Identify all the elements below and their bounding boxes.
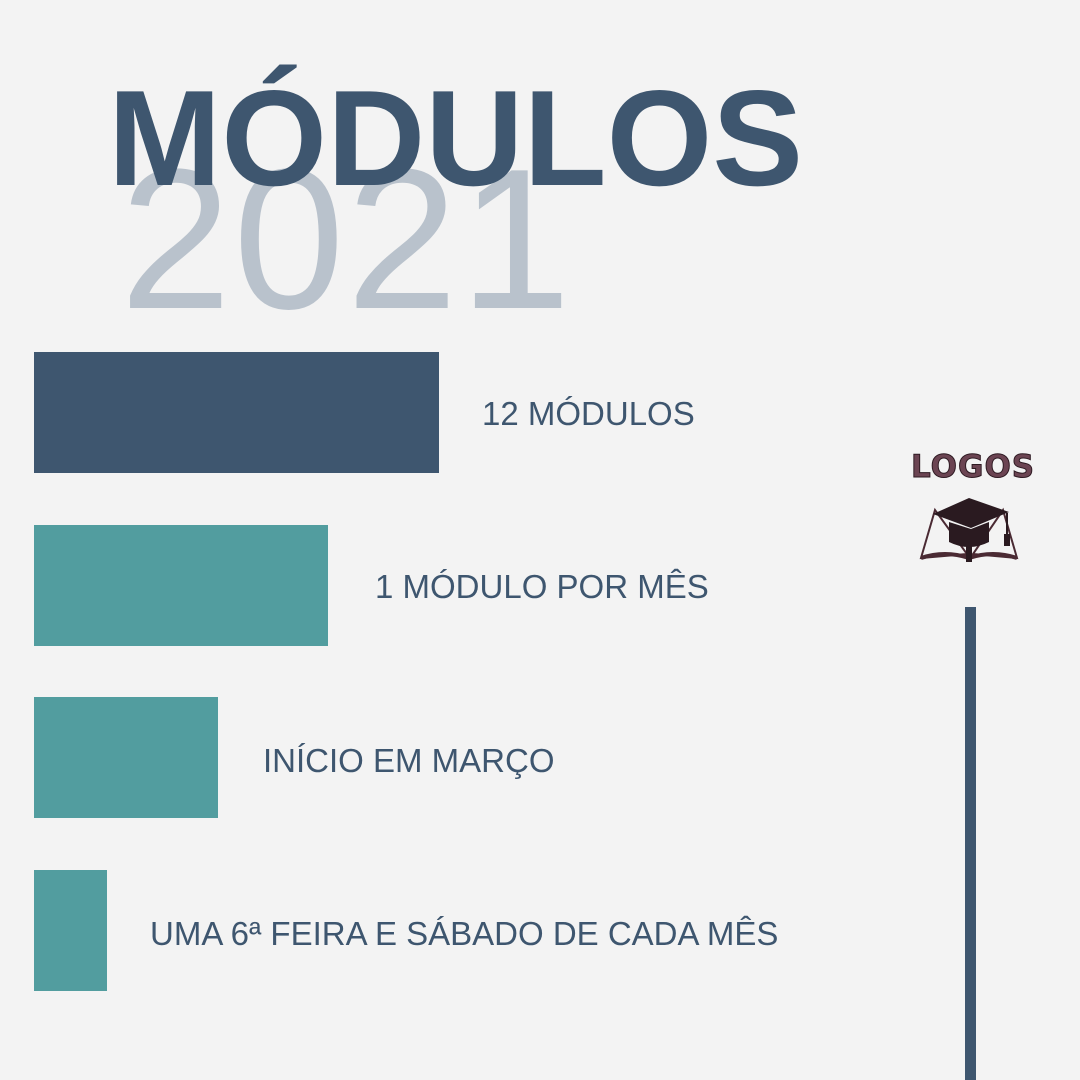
bar-label-4: UMA 6ª FEIRA E SÁBADO DE CADA MÊS bbox=[150, 915, 779, 952]
logo: LOGOS bbox=[905, 449, 1036, 567]
year-watermark: 2021 bbox=[120, 128, 573, 351]
bar-item-4 bbox=[34, 870, 107, 991]
graduation-cap-book-icon bbox=[919, 498, 1019, 562]
bar-label-1: 12 MÓDULOS bbox=[482, 395, 695, 432]
vertical-divider bbox=[965, 607, 976, 1080]
page-title: MÓDULOS bbox=[108, 62, 804, 214]
bar-label-2: 1 MÓDULO POR MÊS bbox=[375, 568, 709, 605]
bar-item-1 bbox=[34, 352, 439, 473]
bar-label-3: INÍCIO EM MARÇO bbox=[263, 742, 555, 779]
bar-item-3 bbox=[34, 697, 218, 818]
bar-item-2 bbox=[34, 525, 328, 646]
logo-text: LOGOS bbox=[910, 449, 1036, 485]
